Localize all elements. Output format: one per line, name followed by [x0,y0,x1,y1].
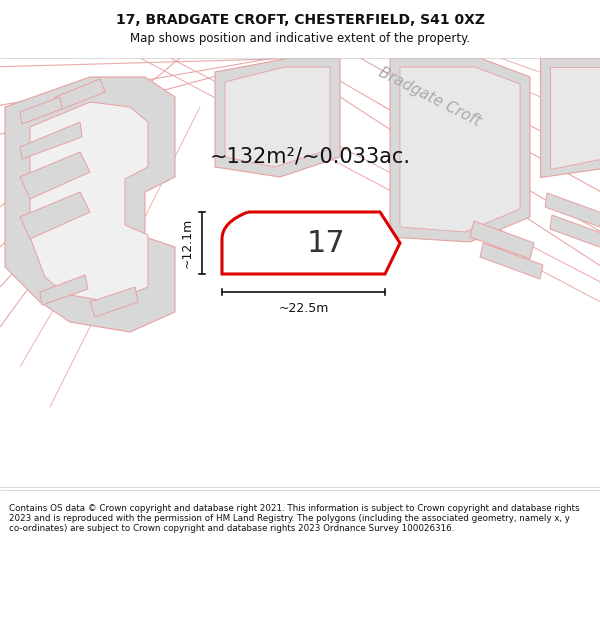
Text: ~132m²/~0.033ac.: ~132m²/~0.033ac. [209,147,410,167]
Text: Map shows position and indicative extent of the property.: Map shows position and indicative extent… [130,32,470,45]
Text: Bradgate Croft: Bradgate Croft [376,65,484,129]
Polygon shape [20,152,90,199]
Polygon shape [30,102,148,302]
Text: ~12.1m: ~12.1m [181,218,194,268]
Polygon shape [90,287,138,317]
Polygon shape [390,58,530,242]
Polygon shape [215,58,340,177]
Polygon shape [470,221,534,259]
Polygon shape [20,122,82,159]
Polygon shape [225,67,330,167]
Polygon shape [550,67,600,169]
Polygon shape [20,97,62,124]
Text: Contains OS data © Crown copyright and database right 2021. This information is : Contains OS data © Crown copyright and d… [9,504,580,533]
Polygon shape [545,193,600,227]
Polygon shape [5,77,175,332]
Polygon shape [480,243,543,279]
Polygon shape [400,67,520,232]
Text: 17: 17 [307,229,346,258]
Polygon shape [20,192,90,239]
Text: 17, BRADGATE CROFT, CHESTERFIELD, S41 0XZ: 17, BRADGATE CROFT, CHESTERFIELD, S41 0X… [115,12,485,27]
Polygon shape [540,58,600,177]
Polygon shape [550,215,600,249]
Text: ~22.5m: ~22.5m [278,302,329,315]
PathPatch shape [222,212,400,274]
Polygon shape [40,275,88,305]
Polygon shape [55,79,105,110]
